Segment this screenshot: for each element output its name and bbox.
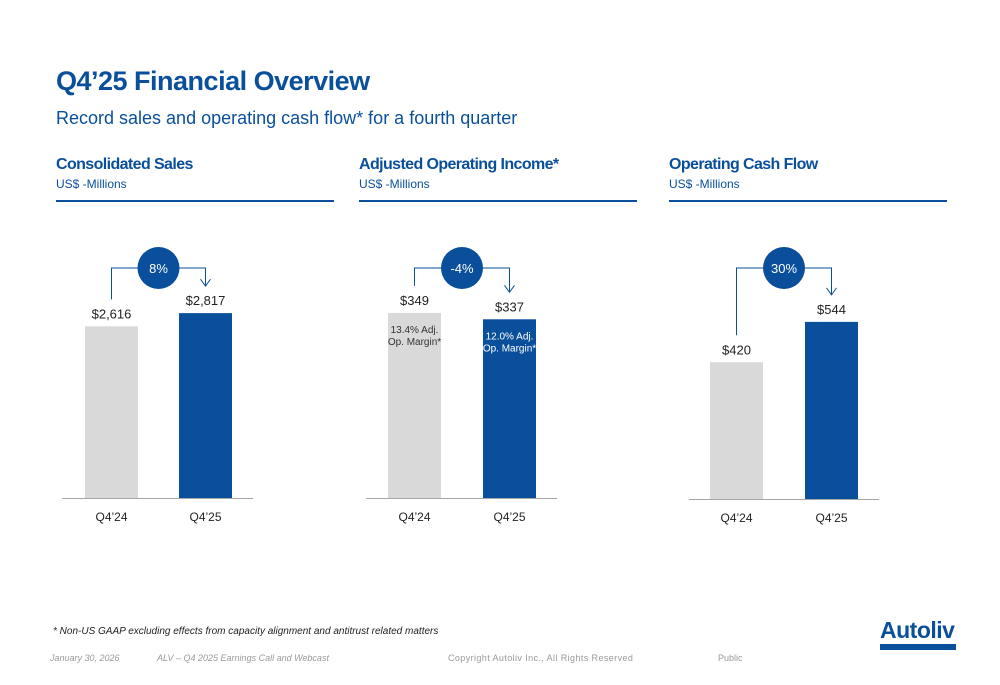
x-tick-label: Q4’25	[815, 511, 847, 525]
value-label: $2,817	[186, 293, 226, 308]
footer-event: ALV – Q4 2025 Earnings Call and Webcast	[157, 653, 329, 663]
bar-prior	[710, 362, 763, 499]
logo-underline	[880, 644, 956, 650]
bar-current	[483, 319, 536, 498]
panel-header-consolidated-sales: Consolidated Sales US$ -Millions	[56, 156, 334, 202]
change-badge	[137, 247, 180, 289]
value-label: $420	[722, 342, 751, 357]
footnote: * Non-US GAAP excluding effects from cap…	[53, 626, 439, 637]
value-label: $2,616	[92, 306, 132, 321]
change-arrowhead	[200, 278, 211, 287]
panel-unit: US$ -Millions	[669, 177, 740, 191]
page-title: Q4’25 Financial Overview	[56, 66, 370, 96]
value-label: $349	[400, 293, 429, 308]
change-label: 8%	[149, 261, 168, 276]
change-arrowhead	[504, 284, 515, 294]
value-label: $544	[817, 302, 846, 317]
value-label: $337	[495, 299, 524, 314]
bar-current	[179, 313, 232, 498]
panel-unit: US$ -Millions	[359, 177, 430, 191]
panel-title: Operating Cash Flow	[669, 156, 818, 173]
bar-annotation: Op. Margin*	[483, 343, 536, 354]
x-tick-label: Q4’25	[493, 510, 525, 524]
panel-title: Consolidated Sales	[56, 156, 193, 173]
footer-date: January 30, 2026	[50, 653, 120, 663]
bar-annotation: 13.4% Adj.	[391, 325, 439, 336]
bar-prior	[388, 312, 441, 498]
autoliv-logo: Autoliv	[880, 618, 958, 650]
bar-annotation: Op. Margin*	[388, 337, 441, 348]
change-arrowhead	[826, 287, 837, 296]
change-badge	[763, 247, 805, 289]
footer-copyright: Copyright Autoliv Inc., All Rights Reser…	[448, 653, 634, 663]
x-tick-label: Q4’25	[189, 510, 221, 524]
bar-prior	[85, 326, 138, 498]
panel-title: Adjusted Operating Income*	[359, 156, 559, 173]
change-label: -4%	[450, 261, 474, 276]
x-tick-label: Q4’24	[398, 510, 430, 524]
bar-annotation: 12.0% Adj.	[486, 331, 534, 342]
change-badge	[441, 247, 483, 289]
bar-current	[805, 321, 858, 499]
footer-classification: Public	[718, 653, 743, 663]
panel-header-adjusted-operating-income: Adjusted Operating Income* US$ -Millions	[359, 156, 637, 202]
x-tick-label: Q4’24	[95, 510, 127, 524]
panel-header-operating-cash-flow: Operating Cash Flow US$ -Millions	[669, 156, 947, 202]
change-label: 30%	[771, 261, 797, 276]
x-tick-label: Q4’24	[720, 511, 752, 525]
logo-wordmark: Autoliv	[880, 617, 955, 643]
panel-unit: US$ -Millions	[56, 177, 127, 191]
page-subtitle: Record sales and operating cash flow* fo…	[56, 108, 518, 128]
